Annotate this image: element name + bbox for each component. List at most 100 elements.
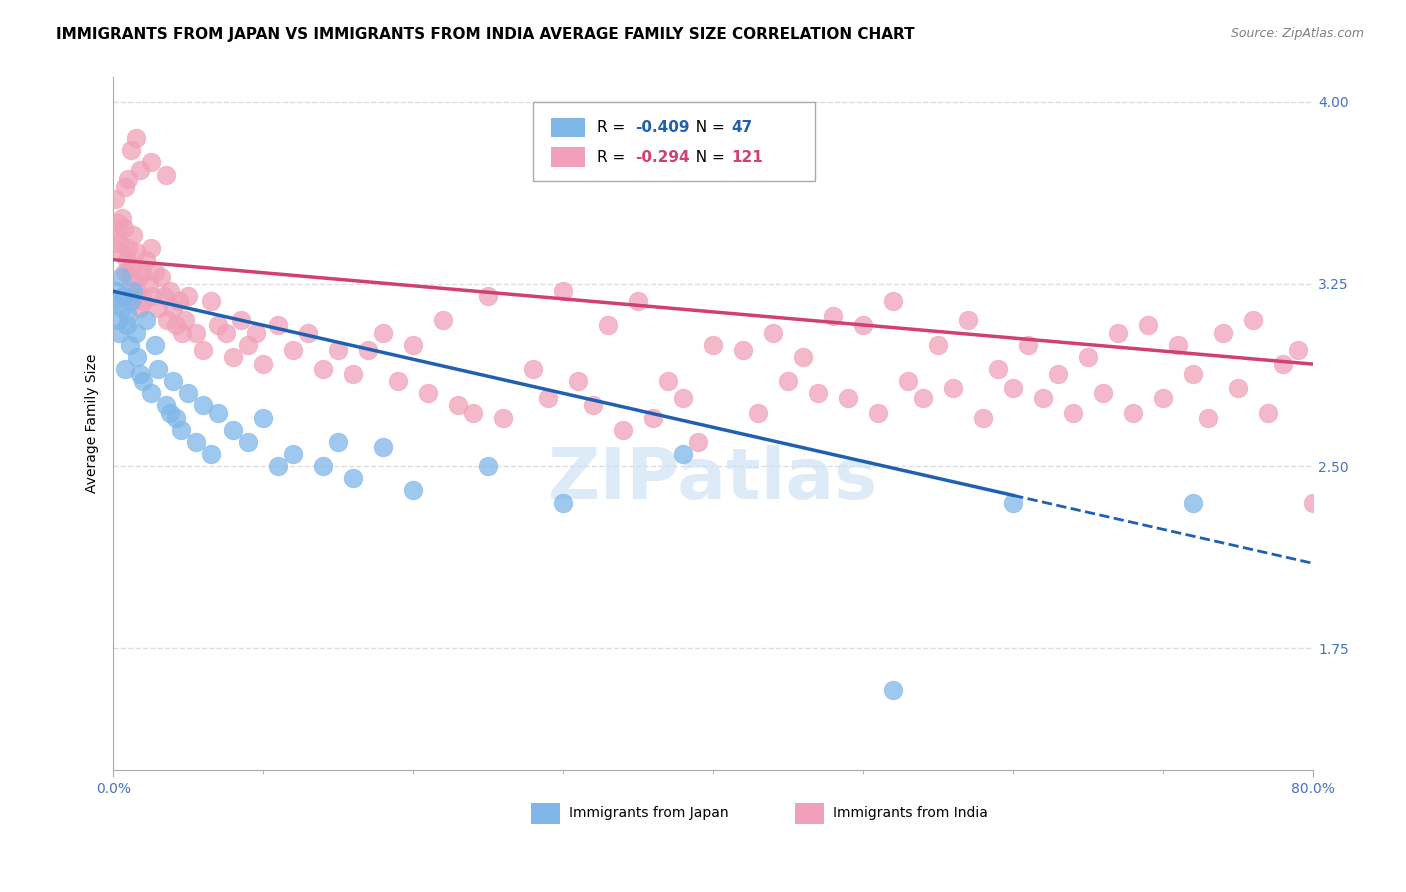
- Point: [139, 386, 162, 401]
- Point: [117, 309, 139, 323]
- Point: [957, 313, 980, 327]
- Point: [105, 228, 128, 243]
- Point: [148, 301, 170, 316]
- Point: [373, 326, 395, 340]
- Point: [127, 350, 149, 364]
- Point: [108, 235, 131, 250]
- Point: [1197, 410, 1219, 425]
- Point: [1212, 326, 1234, 340]
- Point: [153, 289, 176, 303]
- Point: [200, 293, 222, 308]
- Point: [672, 447, 695, 461]
- Point: [312, 362, 335, 376]
- Point: [283, 447, 305, 461]
- Point: [222, 423, 245, 437]
- Point: [1227, 381, 1250, 395]
- Point: [107, 313, 129, 327]
- Point: [132, 374, 155, 388]
- Point: [688, 434, 710, 449]
- Point: [165, 410, 187, 425]
- Point: [177, 386, 200, 401]
- Point: [342, 367, 364, 381]
- Point: [162, 301, 184, 316]
- Point: [252, 410, 274, 425]
- Point: [643, 410, 665, 425]
- Point: [252, 357, 274, 371]
- Point: [125, 245, 148, 260]
- Point: [612, 423, 634, 437]
- Text: R =: R =: [596, 150, 630, 164]
- Point: [104, 293, 127, 308]
- Point: [912, 391, 935, 405]
- Point: [107, 216, 129, 230]
- Point: [139, 240, 162, 254]
- Point: [447, 399, 470, 413]
- Text: 121: 121: [731, 150, 763, 164]
- Point: [229, 313, 252, 327]
- Point: [114, 265, 136, 279]
- Point: [150, 269, 173, 284]
- Text: 47: 47: [731, 120, 752, 135]
- Text: N =: N =: [686, 150, 730, 164]
- Point: [118, 337, 141, 351]
- Point: [657, 374, 679, 388]
- Point: [222, 350, 245, 364]
- Point: [1047, 367, 1070, 381]
- Text: N =: N =: [686, 120, 730, 135]
- Point: [110, 269, 132, 284]
- Point: [115, 252, 138, 267]
- Point: [184, 434, 207, 449]
- Point: [927, 337, 949, 351]
- Point: [1137, 318, 1160, 333]
- Point: [477, 289, 499, 303]
- Bar: [551, 147, 585, 167]
- Point: [207, 318, 229, 333]
- Point: [245, 326, 267, 340]
- Point: [1167, 337, 1189, 351]
- Point: [418, 386, 440, 401]
- Point: [112, 221, 135, 235]
- Point: [141, 289, 163, 303]
- Point: [155, 168, 177, 182]
- Point: [747, 406, 769, 420]
- Point: [172, 326, 194, 340]
- Point: [135, 252, 157, 267]
- Point: [159, 285, 181, 299]
- Point: [267, 459, 290, 474]
- Point: [155, 399, 177, 413]
- Point: [184, 326, 207, 340]
- Point: [120, 144, 142, 158]
- Point: [129, 162, 152, 177]
- Point: [267, 318, 290, 333]
- Point: [402, 483, 425, 498]
- Point: [122, 289, 145, 303]
- Point: [1032, 391, 1054, 405]
- Point: [553, 285, 575, 299]
- Text: -0.294: -0.294: [636, 150, 690, 164]
- Point: [537, 391, 560, 405]
- Point: [127, 285, 149, 299]
- Point: [159, 406, 181, 420]
- Point: [117, 172, 139, 186]
- Text: IMMIGRANTS FROM JAPAN VS IMMIGRANTS FROM INDIA AVERAGE FAMILY SIZE CORRELATION C: IMMIGRANTS FROM JAPAN VS IMMIGRANTS FROM…: [56, 27, 915, 42]
- Point: [1257, 406, 1279, 420]
- Point: [1272, 357, 1295, 371]
- Point: [807, 386, 830, 401]
- Point: [138, 277, 160, 291]
- Point: [882, 682, 904, 697]
- Point: [121, 285, 143, 299]
- Point: [598, 318, 620, 333]
- Point: [1122, 406, 1144, 420]
- Point: [1002, 495, 1025, 509]
- Text: -0.409: -0.409: [636, 120, 690, 135]
- Point: [215, 326, 238, 340]
- Point: [162, 374, 184, 388]
- Point: [897, 374, 920, 388]
- Bar: [551, 118, 585, 137]
- Point: [139, 155, 162, 169]
- Point: [387, 374, 409, 388]
- Point: [1152, 391, 1174, 405]
- Point: [177, 289, 200, 303]
- Text: Source: ZipAtlas.com: Source: ZipAtlas.com: [1230, 27, 1364, 40]
- Text: Immigrants from India: Immigrants from India: [834, 805, 988, 820]
